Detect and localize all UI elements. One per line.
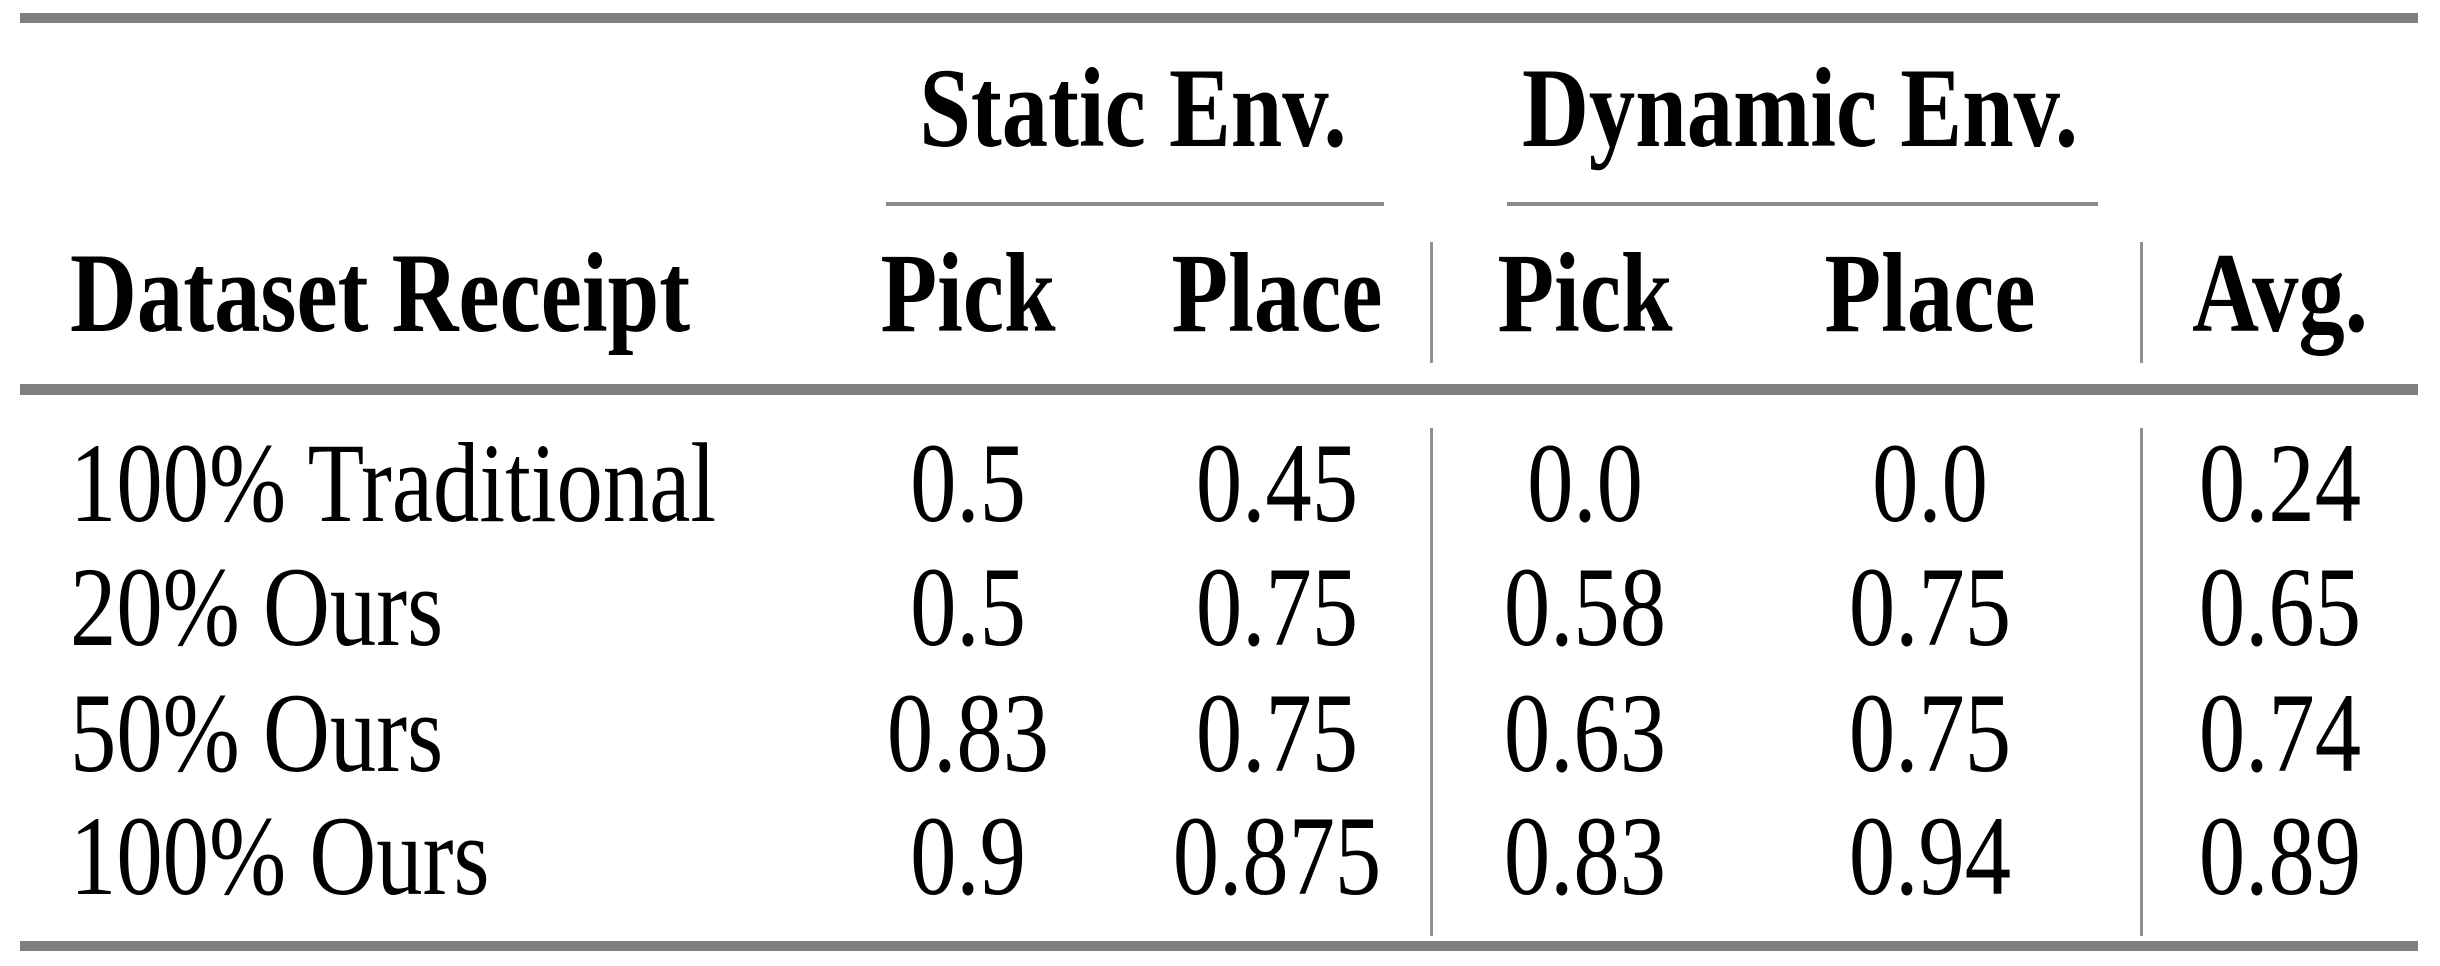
cell-avg: 0.89 [2198, 794, 2362, 919]
cell-dynamic-pick: 0.63 [1503, 671, 1667, 796]
cell-static-pick: 0.83 [886, 671, 1050, 796]
column-header-dataset-receipt: Dataset Receipt [70, 231, 691, 356]
column-header-static-place: Place [1171, 231, 1383, 356]
cell-avg: 0.74 [2198, 671, 2362, 796]
cell-dynamic-pick: 0.0 [1527, 421, 1643, 546]
cell-dynamic-pick: 0.58 [1503, 545, 1667, 670]
cell-dynamic-place: 0.0 [1872, 421, 1988, 546]
row-label-100-traditional: 100% Traditional [70, 421, 717, 546]
cell-static-place: 0.45 [1195, 421, 1359, 546]
row-label-100-ours: 100% Ours [70, 794, 490, 919]
column-header-dynamic-pick: Pick [1497, 231, 1673, 356]
group-header-dynamic-env: Dynamic Env. [1521, 46, 2079, 171]
column-header-dynamic-place: Place [1824, 231, 2036, 356]
cell-dynamic-place: 0.94 [1848, 794, 2012, 919]
table-top-rule [20, 13, 2418, 23]
static-env-underline-rule [886, 202, 1384, 206]
column-separator-dynamic-avg [2140, 242, 2143, 363]
cell-static-pick: 0.5 [910, 545, 1026, 670]
cell-dynamic-place: 0.75 [1848, 671, 2012, 796]
cell-avg: 0.65 [2198, 545, 2362, 670]
group-header-static-env: Static Env. [919, 46, 1347, 171]
dynamic-env-underline-rule [1507, 202, 2098, 206]
column-header-avg: Avg. [2192, 231, 2368, 356]
row-label-50-ours: 50% Ours [70, 671, 444, 796]
cell-static-pick: 0.9 [910, 794, 1026, 919]
column-separator-dynamic-avg [2140, 428, 2143, 936]
cell-static-place: 0.75 [1195, 545, 1359, 670]
table-header-rule [20, 384, 2418, 395]
table-bottom-rule [20, 941, 2418, 951]
cell-dynamic-pick: 0.83 [1503, 794, 1667, 919]
row-label-20-ours: 20% Ours [70, 545, 444, 670]
cell-static-place: 0.875 [1172, 794, 1382, 919]
cell-dynamic-place: 0.75 [1848, 545, 2012, 670]
column-separator-static-dynamic [1430, 428, 1433, 936]
cell-avg: 0.24 [2198, 421, 2362, 546]
cell-static-place: 0.75 [1195, 671, 1359, 796]
column-separator-static-dynamic [1430, 242, 1433, 363]
cell-static-pick: 0.5 [910, 421, 1026, 546]
column-header-static-pick: Pick [880, 231, 1056, 356]
